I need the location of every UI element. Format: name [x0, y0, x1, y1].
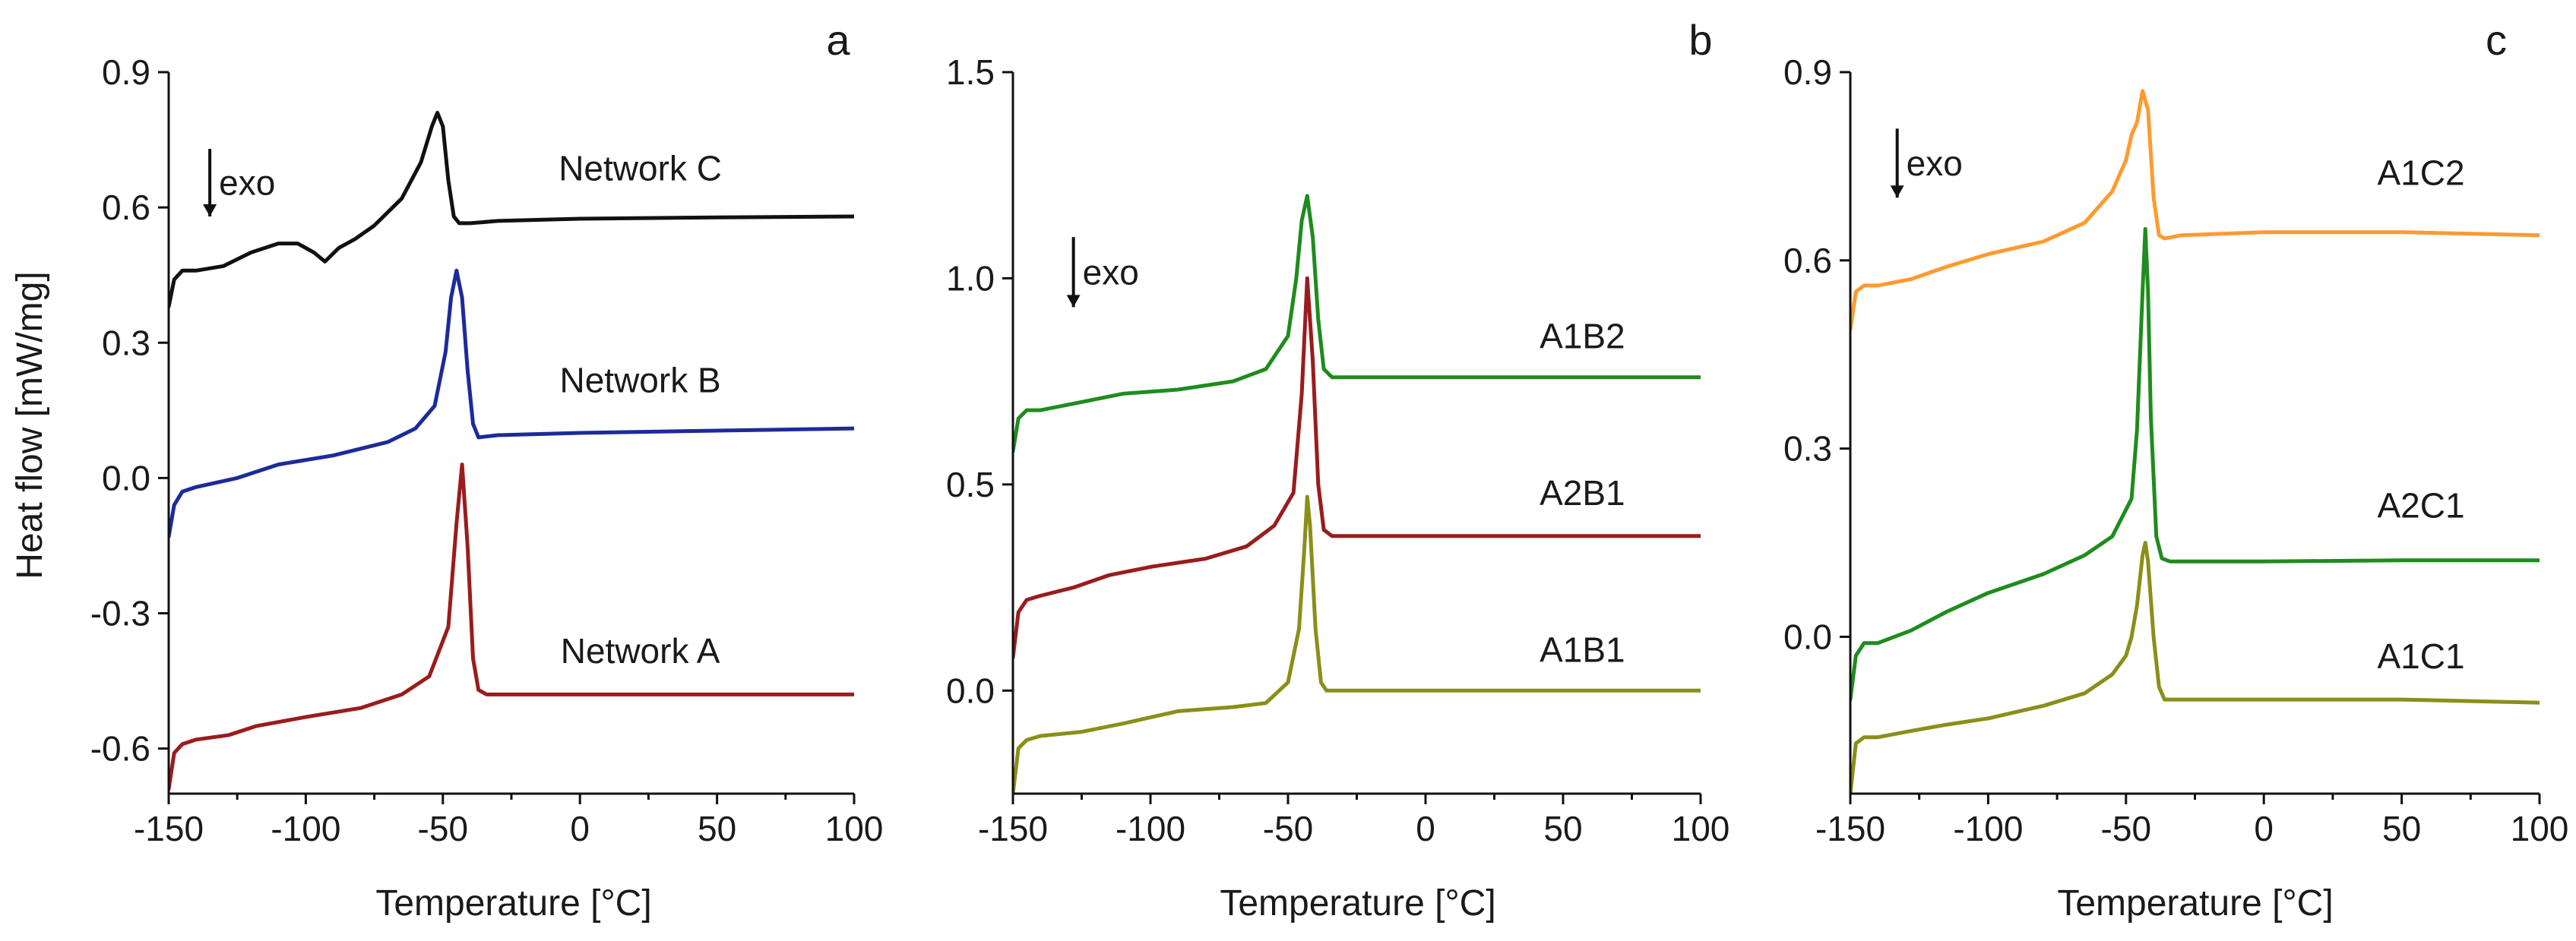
- y-tick-label: 0.0: [102, 458, 150, 497]
- x-tick-label: 100: [825, 809, 884, 848]
- curve-label-a1b1: A1B1: [1540, 630, 1625, 669]
- y-tick-label: -0.3: [90, 594, 150, 633]
- panel-a-curves: [169, 110, 854, 791]
- exo-arrow-icon: [1890, 185, 1904, 198]
- curve-label-network-b: Network B: [559, 361, 720, 400]
- series-line-network-b: [169, 268, 854, 539]
- y-tick-label: 1.0: [946, 258, 995, 298]
- y-tick-label: 0.6: [102, 188, 150, 227]
- panel-c-axes: -150 -100 -50 0 50 100 0.0 0.3 0.6 0.9: [1783, 52, 2568, 848]
- panel-letter-b: b: [1688, 16, 1712, 64]
- x-tick-label: -150: [134, 809, 204, 848]
- x-tick-label: -50: [2101, 809, 2151, 848]
- y-axis-title: Heat flow [mW/mg]: [10, 271, 50, 579]
- panel-c-curves: [1850, 89, 2540, 794]
- exo-label: exo: [219, 163, 275, 202]
- y-tick-label: -0.6: [90, 729, 150, 769]
- exo-label: exo: [1907, 144, 1963, 183]
- panel-letter-a: a: [826, 16, 850, 64]
- exo-arrow-icon: [1066, 295, 1081, 308]
- curve-label-a1c2: A1C2: [2377, 153, 2464, 193]
- y-tick-label: 0.9: [102, 52, 150, 92]
- x-axis-title-c: Temperature [°C]: [2057, 883, 2333, 924]
- panel-c: c -150 -100 -50 0 50 100 0.0 0.3 0.6 0.9 A1C2 A2C1…: [1783, 16, 2568, 924]
- panel-b-curves: [1013, 194, 1701, 794]
- curve-label-network-a: Network A: [561, 631, 720, 671]
- curve-label-a2b1: A2B1: [1540, 473, 1625, 513]
- y-tick-label: 0.9: [1783, 52, 1832, 92]
- panel-a-labels: Network C Network B Network A exo: [203, 149, 722, 671]
- x-tick-label: 50: [1543, 809, 1582, 848]
- x-tick-label: 100: [1672, 809, 1730, 848]
- x-tick-label: 0: [2254, 809, 2274, 848]
- x-tick-label: -50: [418, 809, 468, 848]
- x-axis-title-b: Temperature [°C]: [1220, 883, 1495, 924]
- y-tick-label: 0.0: [1783, 617, 1832, 656]
- series-line-a2c1: [1850, 227, 2540, 702]
- curve-label-network-c: Network C: [559, 149, 722, 188]
- x-tick-label: -50: [1263, 809, 1313, 848]
- x-tick-label: 50: [698, 809, 736, 848]
- series-line-a2b1: [1013, 276, 1701, 660]
- x-tick-label: 0: [1416, 809, 1435, 848]
- curve-label-a1b2: A1B2: [1540, 317, 1625, 356]
- y-tick-label: 0.6: [1783, 241, 1832, 280]
- x-tick-label: -100: [1953, 809, 2023, 848]
- y-tick-label: 1.5: [946, 52, 995, 92]
- panel-a-axes: -150 -100 -50 0 50 100 -0.6 -0.3 0.0 0.3 0.6 0.9: [90, 52, 884, 848]
- curve-label-a2c1: A2C1: [2377, 486, 2464, 526]
- series-line-network-c: [169, 110, 854, 309]
- panel-a: a -150 -100 -50 0 50 100-0.6-0.30.00.30.60.9 …: [90, 16, 884, 924]
- series-line-a1b1: [1013, 494, 1701, 794]
- series-line-a1c1: [1850, 541, 2540, 794]
- x-axis-title-a: Temperature [°C]: [375, 883, 651, 924]
- y-tick-label: 0.0: [946, 671, 995, 710]
- exo-label: exo: [1083, 252, 1139, 292]
- x-tick-label: -150: [1815, 809, 1885, 848]
- y-tick-label: 0.5: [946, 465, 995, 504]
- x-tick-label: -100: [1116, 809, 1185, 848]
- exo-arrow-icon: [203, 204, 217, 216]
- panel-b: b -150 -100 -50 0 50 100 0.0 0.5 1.0 1.5 A1B2 A2B1…: [946, 16, 1729, 924]
- y-tick-label: 0.3: [102, 323, 150, 362]
- y-tick-label: 0.3: [1783, 429, 1832, 469]
- panel-c-labels: A1C2 A2C1 A1C1 exo: [1890, 128, 2465, 676]
- x-tick-label: 50: [2382, 809, 2421, 848]
- panel-b-labels: A1B2 A2B1 A1B1 exo: [1066, 237, 1625, 669]
- x-tick-label: -100: [271, 809, 340, 848]
- x-tick-label: 100: [2511, 809, 2569, 848]
- x-tick-label: -150: [978, 809, 1048, 848]
- series-line-network-a: [169, 463, 854, 791]
- panel-letter-c: c: [2486, 16, 2507, 64]
- series-line-a1c2: [1850, 89, 2540, 332]
- panel-b-axes: -150 -100 -50 0 50 100 0.0 0.5 1.0 1.5: [946, 52, 1729, 848]
- curve-label-a1c1: A1C1: [2377, 636, 2464, 676]
- series-line-a1b2: [1013, 194, 1701, 453]
- x-tick-label: 0: [570, 809, 590, 848]
